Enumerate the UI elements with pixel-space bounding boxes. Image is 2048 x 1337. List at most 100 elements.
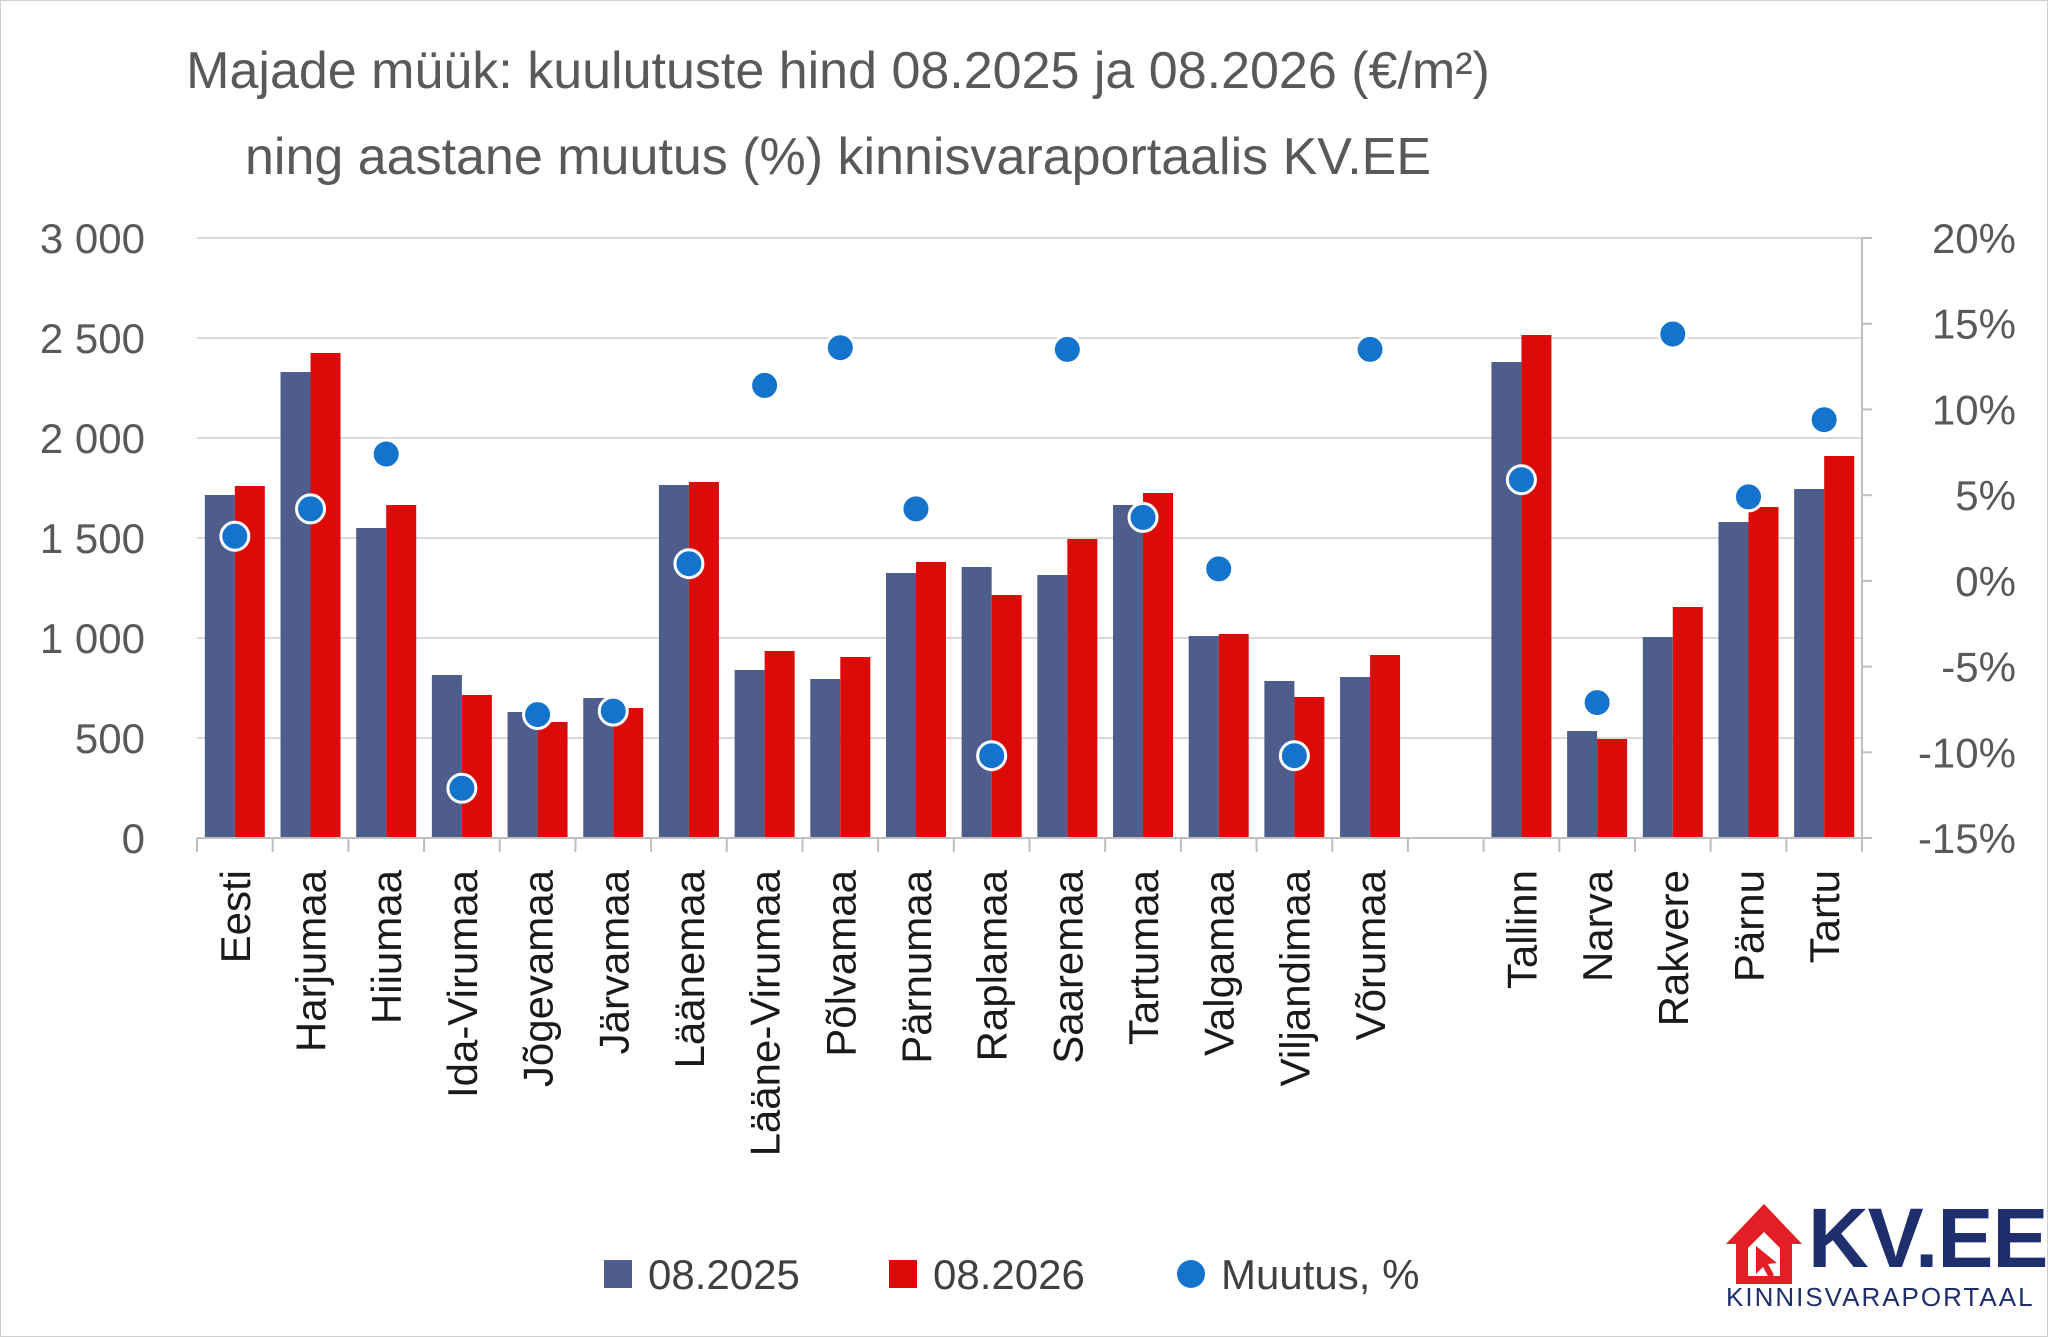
change-marker (1732, 481, 1764, 513)
change-marker (295, 493, 327, 525)
x-category-label: Viljandimaa (1271, 869, 1318, 1086)
x-category-label: Tartumaa (1120, 869, 1167, 1045)
change-marker (370, 438, 402, 470)
legend-swatch (889, 1260, 917, 1288)
x-category-label: Pärnu (1725, 870, 1772, 982)
bar-08-2026 (1521, 335, 1552, 838)
change-markers (219, 318, 1840, 804)
change-marker (446, 772, 478, 804)
legend-label: 08.2025 (648, 1251, 800, 1298)
y-left-tick-label: 0 (122, 815, 145, 862)
x-category-label: Võrumaa (1347, 869, 1394, 1040)
y-left-tick-label: 2 500 (40, 315, 145, 362)
bar-08-2025 (658, 485, 689, 838)
x-category-label: Põlvamaa (817, 869, 864, 1056)
y-right-tick-label: -15% (1918, 815, 2016, 862)
bar-08-2026 (613, 708, 644, 838)
axis-labels: 0 500 1 000 1 500 2 000 2 500 3 000 -15% -10% -5%… (40, 215, 2016, 1156)
change-marker (522, 699, 554, 731)
bar-08-2026 (1672, 607, 1703, 838)
change-marker (1127, 501, 1159, 533)
x-category-label: Jõgevamaa (515, 869, 562, 1087)
x-category-label: Narva (1574, 869, 1621, 982)
x-category-label: Rakvere (1650, 870, 1697, 1026)
bar-08-2026 (461, 695, 492, 838)
kv-ee-logo: KV.EE KINNISVARAPORTAAL (1722, 1191, 2048, 1314)
change-marker (900, 493, 932, 525)
change-marker (1278, 740, 1310, 772)
axes (196, 237, 1872, 852)
bar-08-2026 (1597, 739, 1628, 838)
bar-08-2025 (961, 567, 992, 838)
y-right-tick-label: 10% (1932, 386, 2016, 433)
bar-08-2025 (1188, 636, 1219, 838)
change-marker (597, 695, 629, 727)
bar-08-2026 (1748, 507, 1779, 838)
y-right-tick-label: 5% (1955, 472, 2016, 519)
bar-08-2025 (734, 670, 765, 838)
change-marker (1657, 318, 1689, 350)
bar-08-2025 (1642, 637, 1673, 838)
bar-08-2025 (431, 675, 462, 838)
y-right-tick-label: 0% (1955, 558, 2016, 605)
change-marker (1808, 404, 1840, 436)
bar-08-2025 (1794, 489, 1825, 838)
x-category-label: Saaremaa (1044, 869, 1091, 1063)
chart-title-line-2: ning aastane muutus (%) kinnisvaraportaa… (244, 128, 1432, 186)
bar-08-2025 (1567, 731, 1598, 838)
legend-label: Muutus, % (1221, 1251, 1419, 1298)
bar-08-2026 (764, 651, 795, 838)
y-right-tick-label: -10% (1918, 729, 2016, 776)
bar-08-2025 (810, 679, 841, 838)
change-marker (1051, 333, 1083, 365)
change-marker (1505, 464, 1537, 496)
change-marker (219, 520, 251, 552)
bar-08-2025 (356, 528, 387, 838)
bars (204, 335, 1855, 838)
x-category-label: Ida-Virumaa (439, 869, 486, 1098)
change-marker (1203, 553, 1235, 585)
y-right-tick-label: 20% (1932, 215, 2016, 262)
change-marker (1581, 687, 1613, 719)
x-category-label: Pärnumaa (893, 869, 940, 1063)
chart-title: Majade müük: kuulutuste hind 08.2025 ja … (0, 28, 1676, 200)
gridlines (197, 237, 1862, 739)
x-category-label: Harjumaa (288, 869, 335, 1052)
bar-08-2025 (1491, 362, 1522, 838)
bar-08-2026 (1370, 655, 1401, 838)
bar-08-2026 (915, 562, 946, 838)
bar-08-2025 (1718, 522, 1749, 838)
bar-08-2026 (386, 505, 417, 838)
x-category-label: Tallinn (1498, 870, 1545, 989)
change-marker (976, 740, 1008, 772)
legend-label: 08.2026 (933, 1251, 1085, 1298)
bar-08-2026 (991, 595, 1022, 838)
logo-wordmark: KV.EE (1808, 1191, 2048, 1285)
x-category-label: Lääne-Virumaa (742, 869, 789, 1156)
y-left-tick-label: 1 000 (40, 615, 145, 662)
bar-08-2025 (1113, 505, 1144, 838)
change-marker (1354, 333, 1386, 365)
x-category-label: Läänemaa (666, 869, 713, 1068)
bar-08-2026 (1824, 456, 1855, 838)
y-left-tick-label: 3 000 (40, 215, 145, 262)
bar-08-2026 (840, 657, 871, 838)
bar-08-2026 (1218, 634, 1249, 838)
y-left-tick-label: 500 (75, 715, 145, 762)
bar-08-2026 (1143, 493, 1174, 838)
bar-08-2025 (204, 495, 235, 838)
legend: 08.2025 08.2026 Muutus, % (604, 1251, 1419, 1298)
logo-tagline: KINNISVARAPORTAAL (1726, 1282, 2035, 1312)
legend-marker (1177, 1260, 1205, 1288)
x-category-label: Eesti (212, 870, 259, 963)
bar-08-2026 (1067, 539, 1098, 838)
house-logo-icon (1726, 1204, 1802, 1284)
change-marker (749, 369, 781, 401)
x-category-label: Hiiumaa (363, 869, 410, 1024)
chart-title-line-1: Majade müük: kuulutuste hind 08.2025 ja … (186, 42, 1490, 100)
bar-08-2026 (537, 722, 568, 838)
y-right-tick-label: 15% (1932, 301, 2016, 348)
x-category-label: Järvamaa (590, 869, 637, 1054)
y-right-tick-label: -5% (1941, 644, 2016, 691)
